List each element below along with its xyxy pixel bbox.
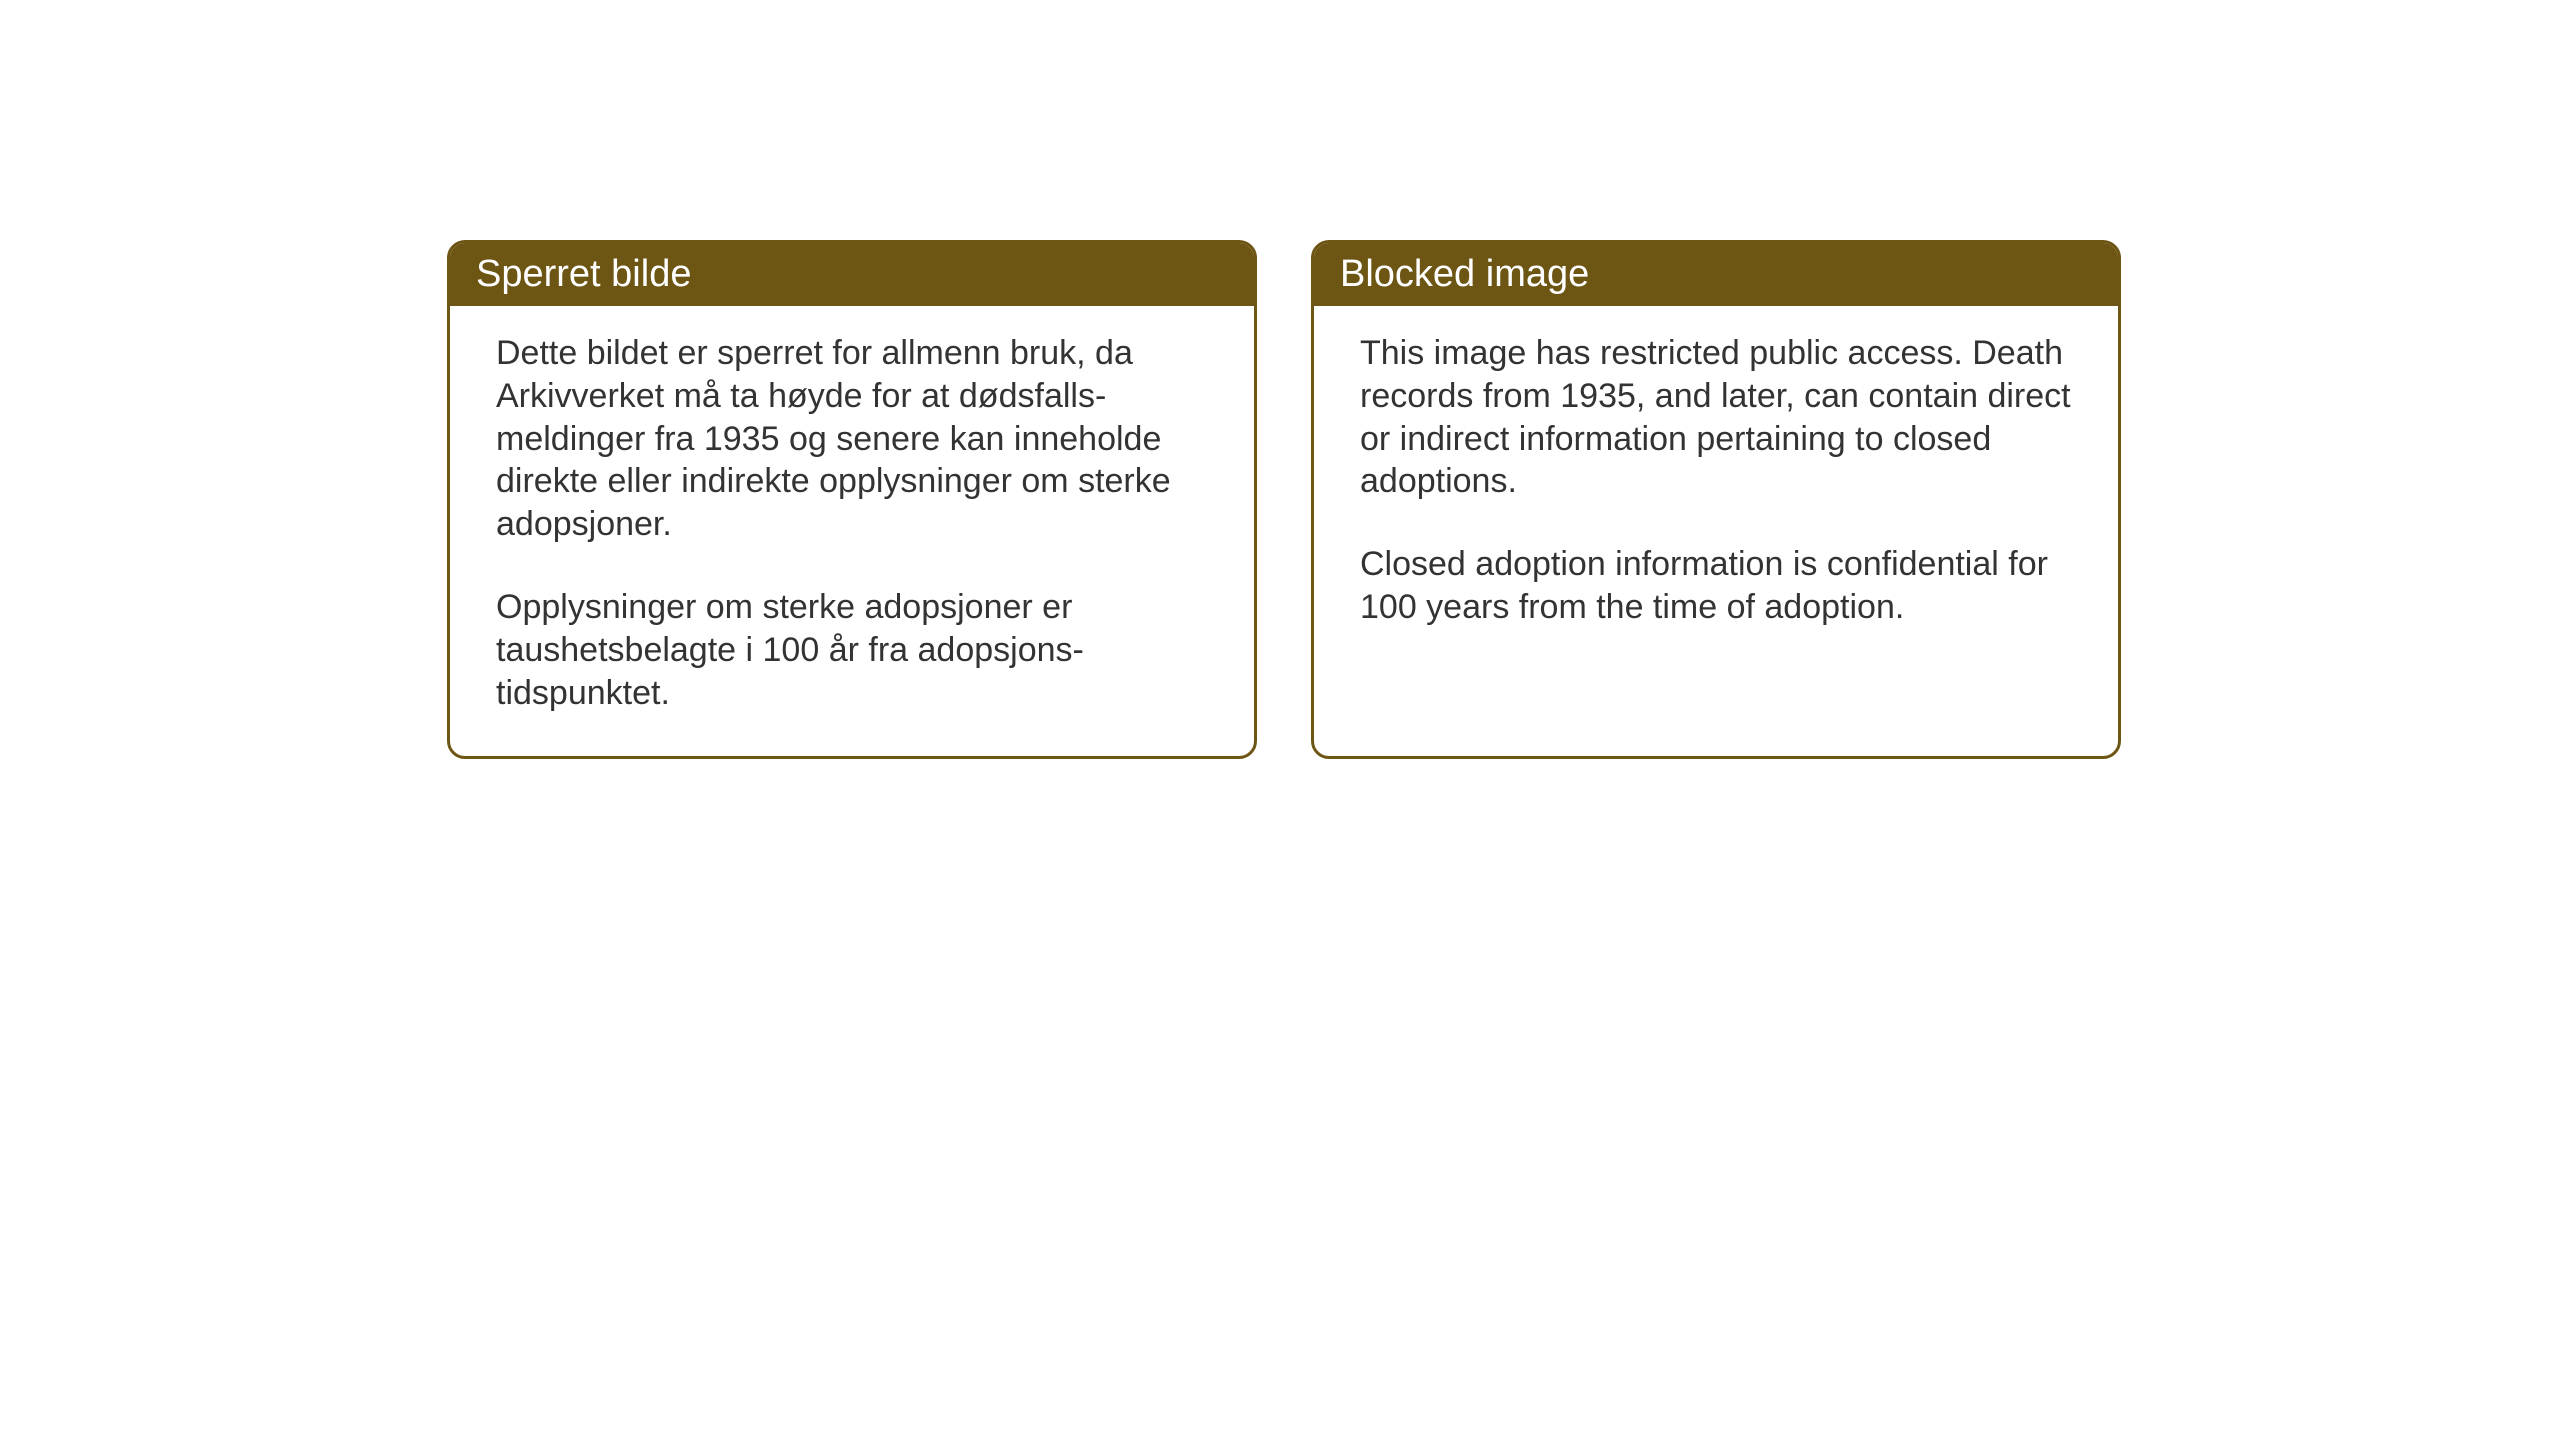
notice-header-norwegian: Sperret bilde: [450, 243, 1254, 306]
notice-header-english: Blocked image: [1314, 243, 2118, 306]
notice-box-norwegian: Sperret bilde Dette bildet er sperret fo…: [447, 240, 1257, 759]
notice-box-english: Blocked image This image has restricted …: [1311, 240, 2121, 759]
notice-paragraph-1-english: This image has restricted public access.…: [1360, 332, 2072, 503]
notice-title-norwegian: Sperret bilde: [476, 253, 691, 295]
notice-title-english: Blocked image: [1340, 253, 1589, 295]
notice-paragraph-2-english: Closed adoption information is confident…: [1360, 543, 2072, 629]
notice-body-english: This image has restricted public access.…: [1314, 306, 2118, 756]
notice-paragraph-2-norwegian: Opplysninger om sterke adopsjoner er tau…: [496, 586, 1208, 714]
notices-container: Sperret bilde Dette bildet er sperret fo…: [447, 240, 2121, 759]
notice-body-norwegian: Dette bildet er sperret for allmenn bruk…: [450, 306, 1254, 756]
notice-paragraph-1-norwegian: Dette bildet er sperret for allmenn bruk…: [496, 332, 1208, 546]
